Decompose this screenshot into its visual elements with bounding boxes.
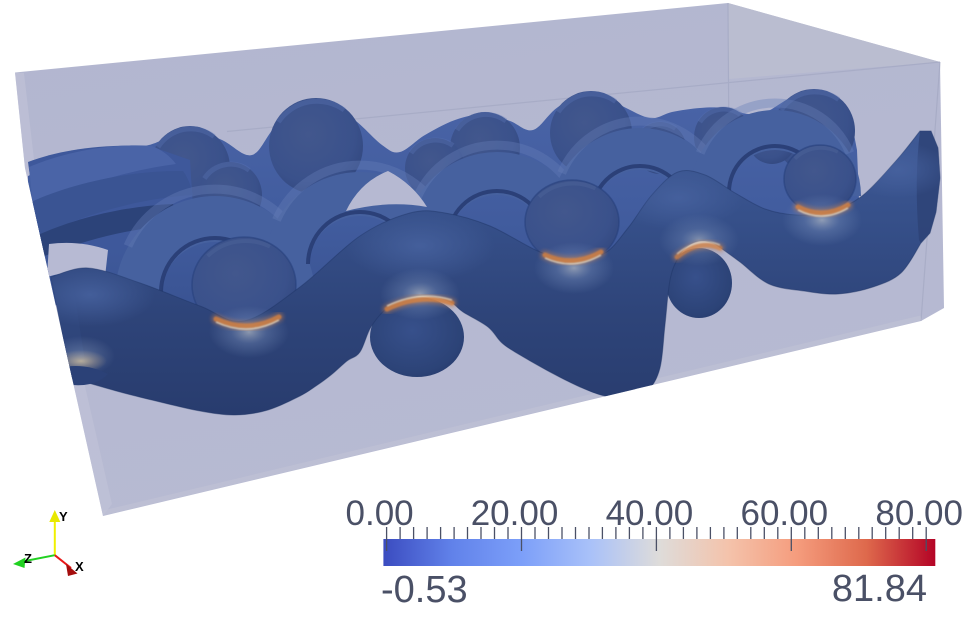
svg-text:Z: Z <box>24 551 32 566</box>
svg-text:-0.53: -0.53 <box>381 569 468 611</box>
svg-text:60.00: 60.00 <box>741 494 829 533</box>
svg-text:Y: Y <box>59 509 68 524</box>
svg-text:X: X <box>75 559 84 574</box>
svg-text:80.00: 80.00 <box>875 494 963 533</box>
svg-text:20.00: 20.00 <box>471 494 559 533</box>
svg-text:40.00: 40.00 <box>606 494 694 533</box>
svg-text:81.84: 81.84 <box>832 568 927 610</box>
svg-text:0.00: 0.00 <box>346 494 414 533</box>
